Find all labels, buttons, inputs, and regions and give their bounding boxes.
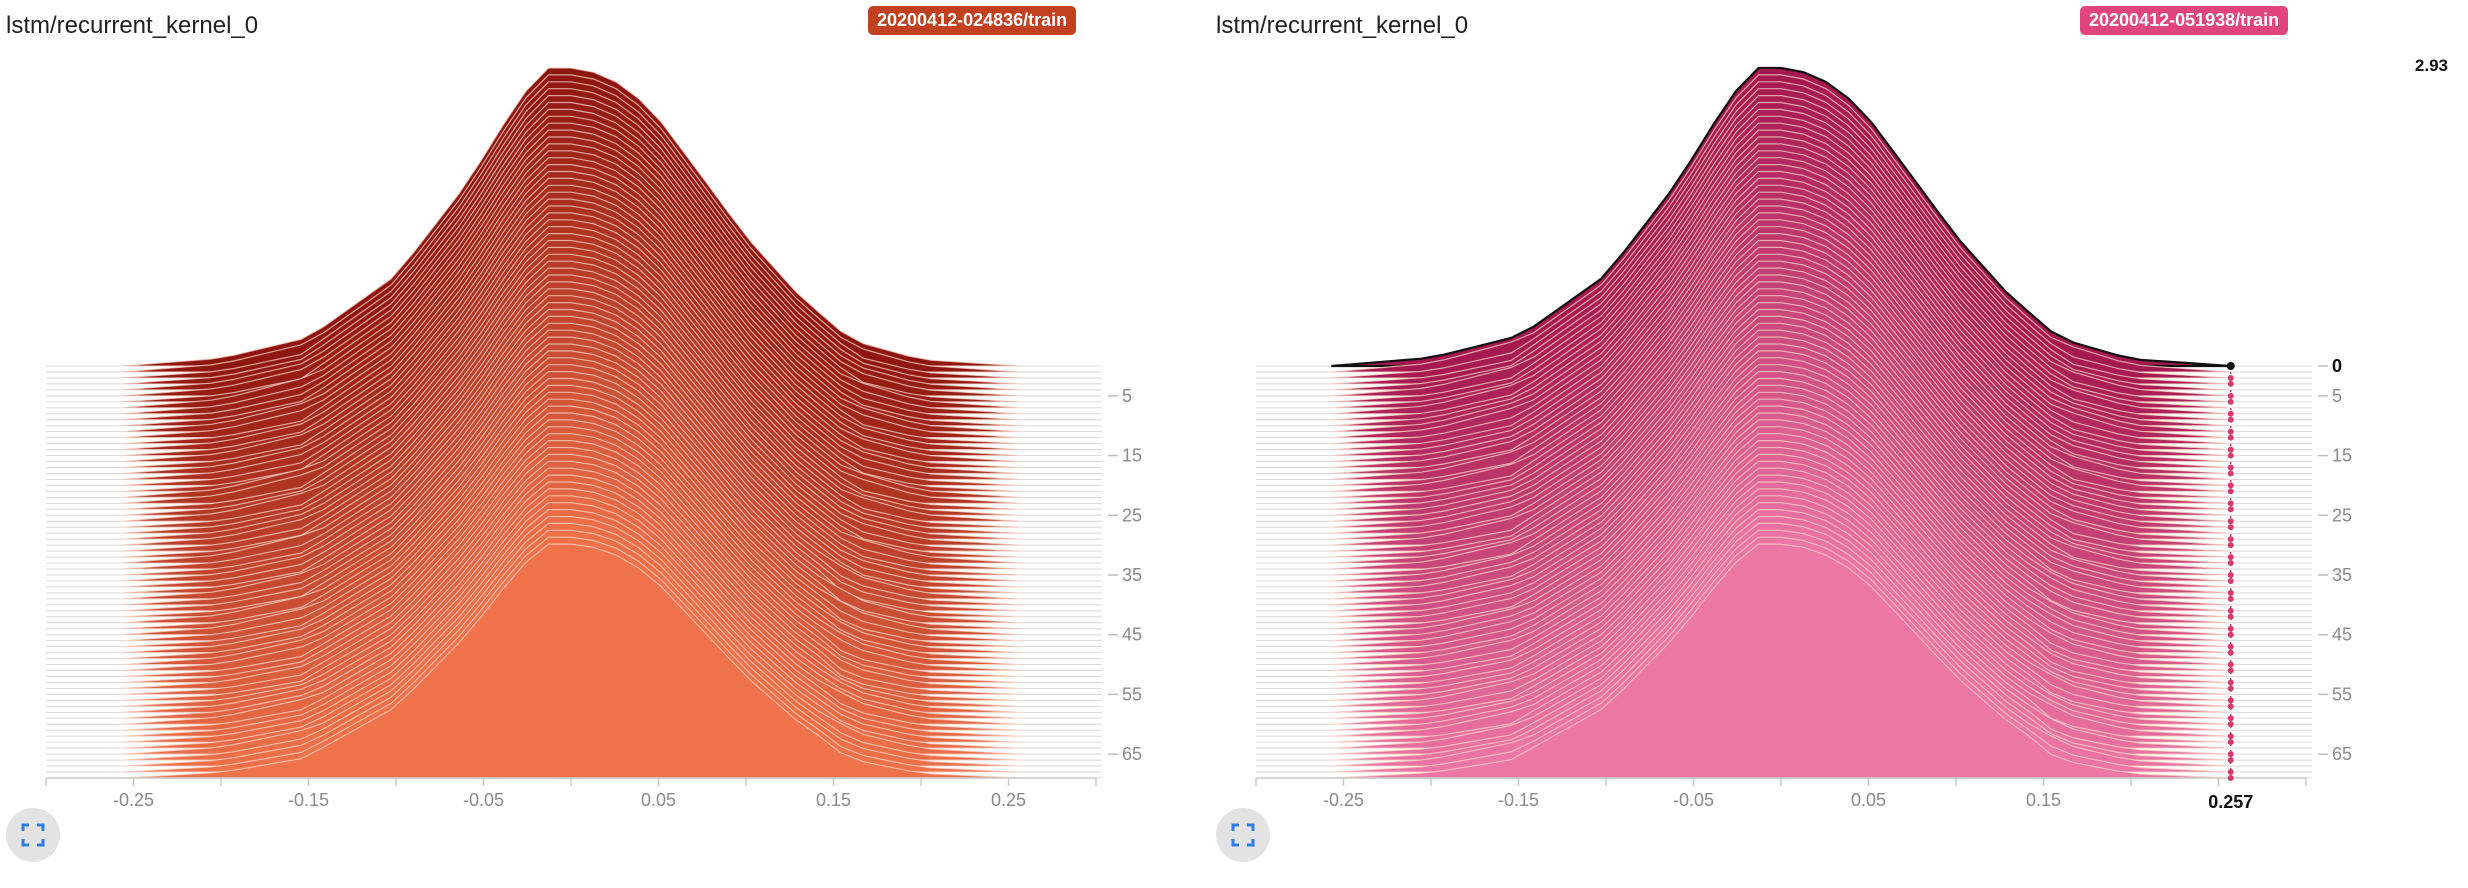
hover-point bbox=[2227, 554, 2234, 561]
hover-marker: 0.257 0 bbox=[2208, 356, 2342, 812]
hover-point bbox=[2227, 482, 2234, 489]
y-tick-label: 55 bbox=[1122, 684, 1142, 704]
chart-title: lstm/recurrent_kernel_0 bbox=[6, 12, 259, 39]
expand-button[interactable] bbox=[6, 808, 60, 862]
histogram-card-1: lstm/recurrent_kernel_0 20200412-051938/… bbox=[1210, 0, 2468, 888]
hover-point bbox=[2227, 607, 2234, 614]
hover-point bbox=[2227, 488, 2234, 495]
hover-point bbox=[2227, 416, 2234, 423]
hover-point bbox=[2227, 506, 2234, 513]
x-tick-label: 0.05 bbox=[641, 790, 676, 810]
hover-point bbox=[2227, 625, 2234, 632]
y-tick-label: 45 bbox=[1122, 625, 1142, 645]
hover-point bbox=[2227, 679, 2234, 686]
x-tick-label: 0.15 bbox=[2026, 790, 2061, 810]
x-tick-label: 0.15 bbox=[816, 790, 851, 810]
hover-point bbox=[2227, 685, 2234, 692]
y-tick-label: 45 bbox=[2332, 625, 2352, 645]
hover-point bbox=[2227, 470, 2234, 477]
y-tick-label: 5 bbox=[1122, 386, 1132, 406]
hover-point bbox=[2227, 739, 2234, 746]
ridgeline-layers bbox=[1256, 66, 2312, 779]
hover-point bbox=[2227, 464, 2234, 471]
hover-point bbox=[2227, 452, 2234, 459]
ridgeline-layers bbox=[46, 67, 1102, 779]
hover-point bbox=[2227, 380, 2234, 387]
y-axis: 5 15 25 35 45 55 65 bbox=[1108, 386, 1142, 764]
y-tick-label: 55 bbox=[2332, 684, 2352, 704]
hover-point bbox=[2227, 392, 2234, 399]
fullscreen-icon bbox=[1231, 823, 1255, 847]
hover-point bbox=[2227, 446, 2234, 453]
hover-point bbox=[2227, 649, 2234, 656]
y-tick-label: 35 bbox=[2332, 565, 2352, 585]
max-density-readout: 2.93 bbox=[2414, 56, 2448, 75]
x-tick-label: -0.05 bbox=[463, 790, 504, 810]
y-tick-label: 65 bbox=[1122, 744, 1142, 764]
hover-x-label: 0.257 bbox=[2208, 792, 2253, 812]
fullscreen-icon bbox=[21, 823, 45, 847]
histogram-card-0: lstm/recurrent_kernel_0 20200412-024836/… bbox=[0, 0, 1210, 888]
hover-point bbox=[2227, 518, 2234, 525]
hover-point bbox=[2227, 643, 2234, 650]
hover-step-label: 0 bbox=[2332, 356, 2342, 376]
hover-point bbox=[2227, 697, 2234, 704]
x-axis: -0.25 -0.15 -0.05 0.05 0.15 bbox=[1255, 777, 2307, 810]
x-tick-label: 0.05 bbox=[1851, 790, 1886, 810]
hover-point bbox=[2227, 500, 2234, 507]
x-tick-label: -0.05 bbox=[1673, 790, 1714, 810]
hover-point bbox=[2227, 428, 2234, 435]
hover-point bbox=[2227, 715, 2234, 722]
x-tick-label: -0.15 bbox=[1498, 790, 1539, 810]
y-tick-label: 25 bbox=[2332, 505, 2352, 525]
x-tick-label: -0.15 bbox=[288, 790, 329, 810]
histogram-step-69 bbox=[121, 543, 1021, 779]
histogram-chart[interactable]: -0.25 -0.15 -0.05 0.05 0.15051525354555650.2… bbox=[1210, 0, 2468, 888]
x-axis: -0.25 -0.15 -0.05 0.05 0.15 0.25 bbox=[45, 777, 1097, 810]
run-badge: 20200412-024836/train bbox=[868, 6, 1077, 35]
x-tick-label: -0.25 bbox=[113, 790, 154, 810]
hover-point bbox=[2227, 536, 2234, 543]
hover-point bbox=[2227, 571, 2234, 578]
hover-point bbox=[2227, 589, 2234, 596]
y-tick-label: 15 bbox=[1122, 446, 1142, 466]
hover-point bbox=[2227, 703, 2234, 710]
hover-point bbox=[2227, 613, 2234, 620]
hover-point bbox=[2227, 769, 2234, 776]
hover-point bbox=[2227, 667, 2234, 674]
hover-point bbox=[2227, 733, 2234, 740]
x-tick-label: 0.25 bbox=[991, 790, 1026, 810]
y-tick-label: 0 bbox=[2332, 356, 2342, 376]
y-tick-label: 5 bbox=[2332, 386, 2342, 406]
histogram-chart[interactable]: -0.25 -0.15 -0.05 0.05 0.15 0.25 5 15 25 35 45 55 65 bbox=[0, 0, 1210, 888]
hover-point bbox=[2227, 775, 2234, 781]
hover-point bbox=[2227, 757, 2234, 764]
hover-point bbox=[2227, 398, 2234, 405]
hover-point bbox=[2227, 434, 2234, 441]
hover-point bbox=[2227, 542, 2234, 549]
hover-point bbox=[2227, 721, 2234, 728]
hover-point bbox=[2227, 631, 2234, 638]
hover-point-active bbox=[2226, 362, 2235, 370]
y-tick-label: 65 bbox=[2332, 744, 2352, 764]
y-axis: 0 5 15 25 35 45 55 65 bbox=[2318, 356, 2352, 764]
hover-point bbox=[2227, 577, 2234, 584]
histogram-step-69 bbox=[1331, 543, 2231, 779]
x-tick-label: -0.25 bbox=[1323, 790, 1364, 810]
chart-title: lstm/recurrent_kernel_0 bbox=[1216, 12, 1469, 39]
hover-point bbox=[2227, 751, 2234, 758]
y-tick-label: 25 bbox=[1122, 505, 1142, 525]
expand-button[interactable] bbox=[1216, 808, 1270, 862]
y-tick-label: 35 bbox=[1122, 565, 1142, 585]
hover-point bbox=[2227, 410, 2234, 417]
hover-point bbox=[2227, 524, 2234, 531]
hover-point bbox=[2227, 595, 2234, 602]
hover-point bbox=[2227, 374, 2234, 381]
run-badge: 20200412-051938/train bbox=[2080, 6, 2289, 35]
hover-point bbox=[2227, 661, 2234, 668]
hover-point bbox=[2227, 560, 2234, 567]
y-tick-label: 15 bbox=[2332, 446, 2352, 466]
